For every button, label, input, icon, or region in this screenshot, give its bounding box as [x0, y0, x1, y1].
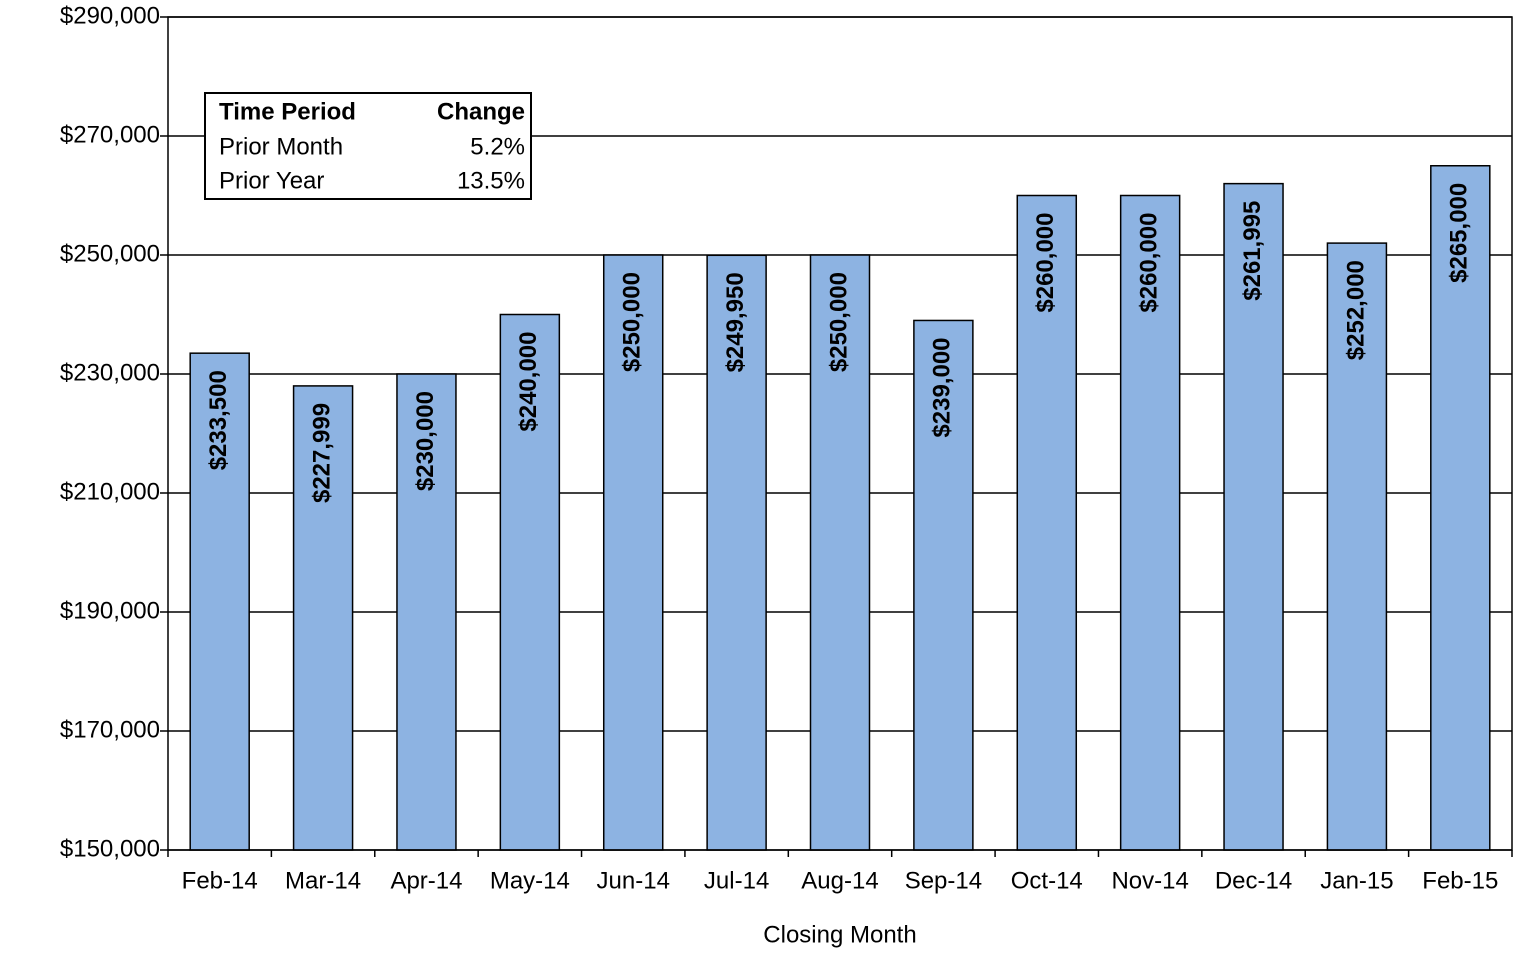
x-tick-label: Jul-14	[704, 867, 769, 894]
inset-header: Time Period	[219, 98, 356, 125]
data-label: $261,995	[1239, 201, 1266, 301]
bar	[1326, 242, 1388, 851]
x-tick-label: Jun-14	[597, 867, 670, 894]
x-tick-label: Nov-14	[1111, 867, 1188, 894]
bar	[1430, 165, 1491, 851]
data-label: $233,500	[205, 370, 232, 470]
x-tick-label: May-14	[490, 867, 570, 894]
data-label: $265,000	[1446, 183, 1473, 283]
data-label: $252,000	[1342, 260, 1369, 360]
y-tick-label: $210,000	[60, 478, 160, 505]
x-axis-label: Closing Month	[763, 921, 916, 948]
inset-box	[204, 92, 532, 200]
x-tick-label: Sep-14	[905, 867, 982, 894]
x-tick-label: Feb-15	[1422, 867, 1498, 894]
data-label: $260,000	[1032, 213, 1059, 313]
bar	[706, 254, 767, 851]
data-label: $250,000	[825, 272, 852, 372]
y-tick-label: $270,000	[60, 121, 160, 148]
y-tick-label: $230,000	[60, 359, 160, 386]
bar	[292, 385, 354, 851]
y-tick-label: $250,000	[60, 240, 160, 267]
inset-table: Time Period Change Prior Month 5.2% Prior Ye…	[204, 92, 532, 200]
data-label: $227,999	[308, 403, 335, 503]
x-tick-label: Oct-14	[1011, 867, 1083, 894]
y-tick-label: $170,000	[60, 716, 160, 743]
x-tick-label: Jan-15	[1320, 867, 1393, 894]
plot-border	[167, 16, 1513, 851]
y-tick-label: $290,000	[60, 2, 160, 29]
x-tick-label: Feb-14	[182, 867, 258, 894]
inset-cell: Prior Month	[219, 133, 343, 160]
y-tick-label: $150,000	[60, 835, 160, 862]
inset-cell: Prior Year	[219, 167, 324, 194]
inset-cell: 13.5%	[457, 167, 525, 194]
bar	[1016, 194, 1078, 851]
bar	[809, 254, 871, 851]
bar	[189, 352, 250, 851]
bar	[1223, 182, 1284, 851]
data-label: $260,000	[1135, 213, 1162, 313]
data-label: $239,000	[929, 337, 956, 437]
data-label: $230,000	[412, 391, 439, 491]
bar	[499, 313, 561, 851]
x-tick-label: Apr-14	[390, 867, 462, 894]
bar	[1119, 194, 1181, 851]
data-label: $250,000	[619, 272, 646, 372]
y-tick-label: $190,000	[60, 597, 160, 624]
inset-cell: 5.2%	[470, 133, 525, 160]
x-tick-label: Dec-14	[1215, 867, 1292, 894]
data-label: $249,950	[722, 272, 749, 372]
inset-header: Change	[437, 98, 525, 125]
bar	[913, 319, 974, 851]
x-tick-label: Mar-14	[285, 867, 361, 894]
data-label: $240,000	[515, 332, 542, 432]
x-tick-label: Aug-14	[801, 867, 878, 894]
bar	[602, 254, 664, 851]
